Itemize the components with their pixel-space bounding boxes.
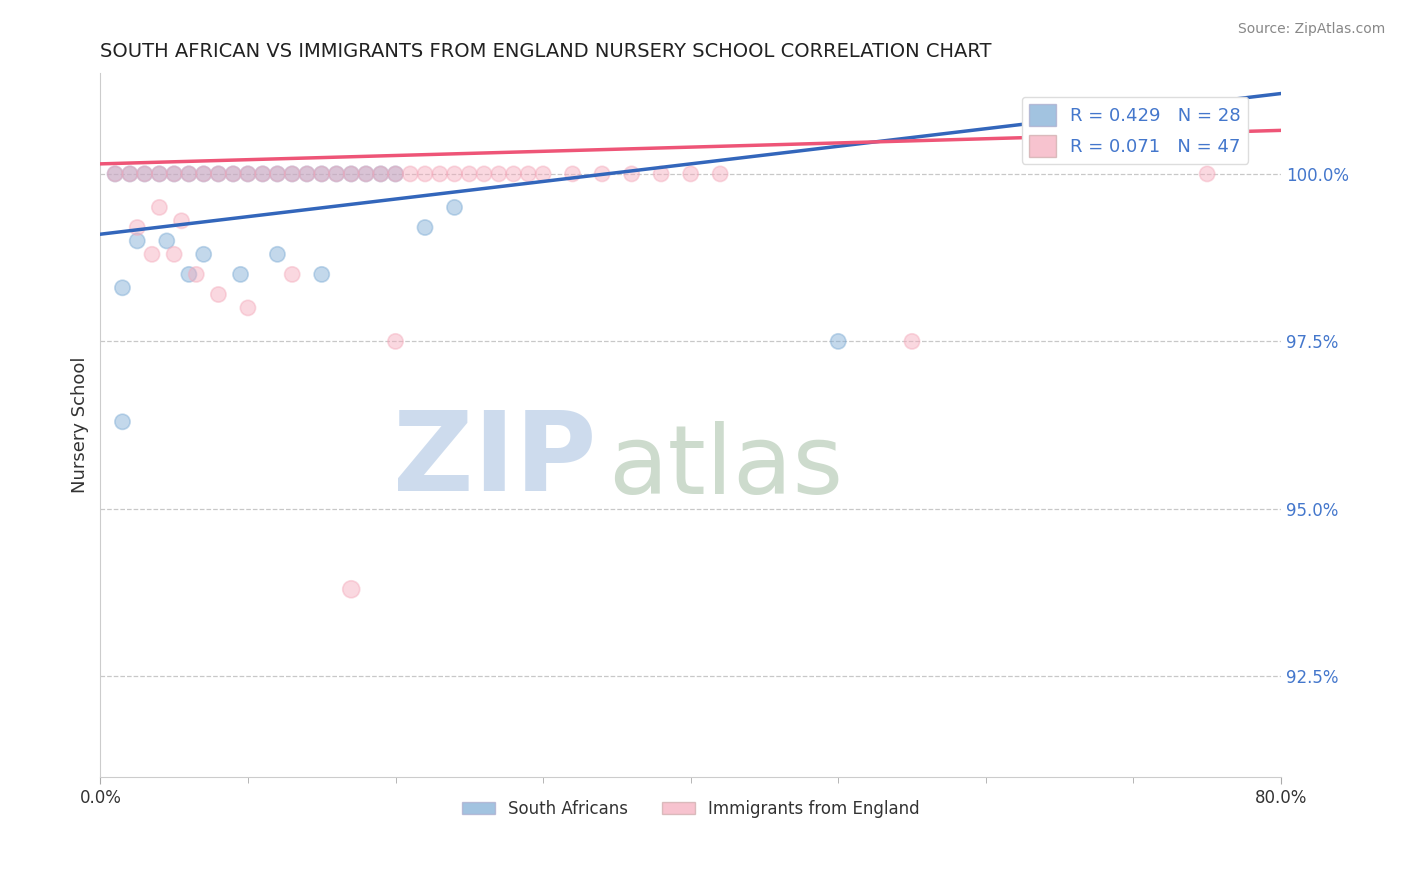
Point bbox=[177, 167, 200, 181]
Point bbox=[163, 247, 186, 261]
Point bbox=[458, 167, 481, 181]
Point bbox=[384, 334, 406, 349]
Point bbox=[281, 167, 304, 181]
Point bbox=[207, 167, 229, 181]
Point bbox=[620, 167, 643, 181]
Point bbox=[354, 167, 377, 181]
Point bbox=[413, 220, 436, 235]
Point bbox=[127, 234, 149, 248]
Point bbox=[281, 268, 304, 282]
Point bbox=[134, 167, 156, 181]
Point bbox=[127, 220, 149, 235]
Point bbox=[399, 167, 422, 181]
Point bbox=[295, 167, 318, 181]
Point bbox=[311, 268, 333, 282]
Point bbox=[901, 334, 924, 349]
Point bbox=[709, 167, 731, 181]
Point bbox=[236, 301, 259, 315]
Point bbox=[252, 167, 274, 181]
Point bbox=[148, 167, 170, 181]
Point bbox=[266, 247, 288, 261]
Y-axis label: Nursery School: Nursery School bbox=[72, 357, 89, 493]
Point bbox=[443, 201, 465, 215]
Point bbox=[650, 167, 672, 181]
Point bbox=[163, 167, 186, 181]
Point bbox=[325, 167, 347, 181]
Point bbox=[222, 167, 245, 181]
Point bbox=[281, 167, 304, 181]
Point bbox=[193, 247, 215, 261]
Point bbox=[311, 167, 333, 181]
Point bbox=[163, 167, 186, 181]
Point bbox=[104, 167, 127, 181]
Point bbox=[266, 167, 288, 181]
Text: ZIP: ZIP bbox=[392, 407, 596, 514]
Point bbox=[111, 281, 134, 295]
Point bbox=[413, 167, 436, 181]
Point bbox=[229, 268, 252, 282]
Point bbox=[252, 167, 274, 181]
Point bbox=[325, 167, 347, 181]
Point bbox=[207, 287, 229, 301]
Point bbox=[488, 167, 510, 181]
Point bbox=[236, 167, 259, 181]
Point bbox=[186, 268, 208, 282]
Text: SOUTH AFRICAN VS IMMIGRANTS FROM ENGLAND NURSERY SCHOOL CORRELATION CHART: SOUTH AFRICAN VS IMMIGRANTS FROM ENGLAND… bbox=[100, 42, 991, 61]
Point bbox=[118, 167, 141, 181]
Point bbox=[111, 415, 134, 429]
Point bbox=[517, 167, 540, 181]
Point bbox=[1197, 167, 1219, 181]
Point bbox=[156, 234, 179, 248]
Point bbox=[134, 167, 156, 181]
Point bbox=[222, 167, 245, 181]
Point bbox=[679, 167, 702, 181]
Point bbox=[193, 167, 215, 181]
Point bbox=[340, 582, 363, 597]
Point bbox=[295, 167, 318, 181]
Point bbox=[370, 167, 392, 181]
Point bbox=[340, 167, 363, 181]
Point bbox=[177, 268, 200, 282]
Point bbox=[354, 167, 377, 181]
Point bbox=[561, 167, 583, 181]
Point bbox=[118, 167, 141, 181]
Point bbox=[141, 247, 163, 261]
Point bbox=[170, 214, 193, 228]
Text: Source: ZipAtlas.com: Source: ZipAtlas.com bbox=[1237, 22, 1385, 37]
Point bbox=[311, 167, 333, 181]
Point bbox=[236, 167, 259, 181]
Point bbox=[472, 167, 495, 181]
Point bbox=[384, 167, 406, 181]
Point bbox=[384, 167, 406, 181]
Point bbox=[827, 334, 849, 349]
Point bbox=[148, 201, 170, 215]
Text: atlas: atlas bbox=[607, 421, 844, 514]
Point bbox=[502, 167, 524, 181]
Point bbox=[370, 167, 392, 181]
Point bbox=[177, 167, 200, 181]
Point bbox=[531, 167, 554, 181]
Point bbox=[148, 167, 170, 181]
Point bbox=[104, 167, 127, 181]
Point bbox=[193, 167, 215, 181]
Legend: South Africans, Immigrants from England: South Africans, Immigrants from England bbox=[456, 794, 927, 825]
Point bbox=[340, 167, 363, 181]
Point bbox=[207, 167, 229, 181]
Point bbox=[266, 167, 288, 181]
Point bbox=[429, 167, 451, 181]
Point bbox=[443, 167, 465, 181]
Point bbox=[591, 167, 613, 181]
